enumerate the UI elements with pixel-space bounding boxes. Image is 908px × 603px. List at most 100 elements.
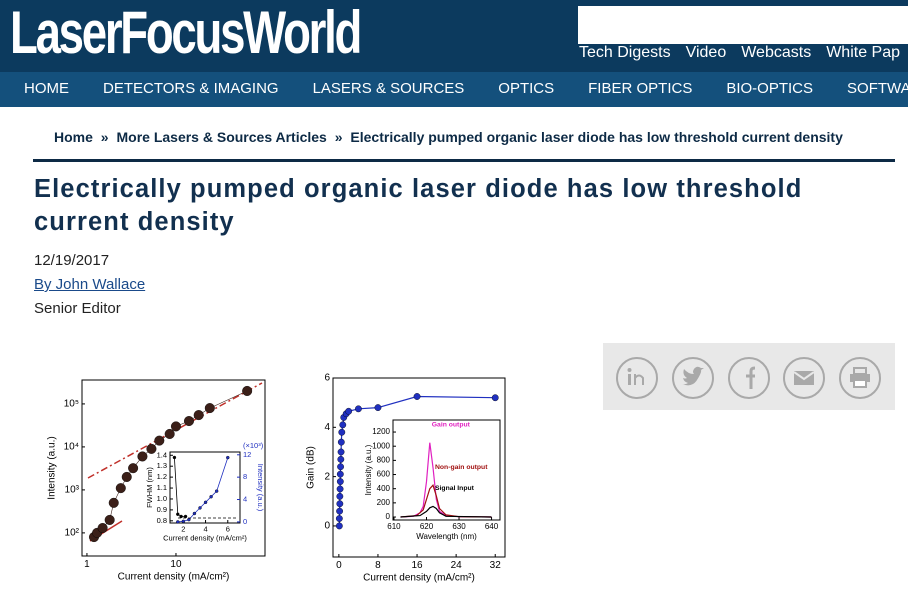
y-tick-label: 1200 — [372, 427, 390, 436]
y-tick-label: 4 — [324, 422, 330, 433]
y-tick-label: 0 — [386, 512, 391, 521]
data-point — [337, 438, 345, 446]
y2-multiplier: (×10³) — [243, 441, 264, 450]
y-tick-label: 1.4 — [157, 450, 167, 459]
y-tick-label: 1.0 — [157, 494, 167, 503]
data-point — [337, 455, 345, 463]
data-point — [183, 514, 188, 519]
y-axis-label: Intensity (a.u.) — [47, 436, 58, 499]
article-title: Electrically pumped organic laser diode … — [34, 175, 803, 236]
article-date: 12/19/2017 — [34, 252, 110, 269]
x-tick-label: 10 — [170, 559, 182, 570]
data-point — [154, 435, 165, 446]
data-point — [335, 515, 343, 522]
top-link[interactable]: Tech Digests — [579, 44, 671, 61]
share-linkedin[interactable] — [616, 357, 658, 399]
y2-axis-label: Intensity (a.u.) — [256, 464, 265, 512]
breadcrumb-separator: » — [334, 129, 343, 145]
x-tick-label: 16 — [411, 560, 423, 571]
x-tick-label: 24 — [451, 560, 463, 571]
nav-item[interactable]: BIO-OPTICS — [726, 80, 814, 97]
nav-item[interactable]: HOME — [24, 80, 69, 97]
y2-tick-label: 0 — [243, 517, 247, 526]
y-tick-label: 0 — [324, 521, 330, 532]
share-email[interactable] — [783, 357, 825, 399]
y-tick-label: 10⁵ — [64, 399, 79, 410]
y2-tick-label: 12 — [243, 450, 251, 459]
data-point — [176, 512, 180, 516]
y-tick-label: 6 — [324, 373, 330, 384]
y-tick-label: 10³ — [65, 485, 80, 496]
breadcrumb-link[interactable]: More Lasers & Sources Articles — [116, 129, 327, 145]
x-tick-label: 640 — [485, 522, 499, 531]
series-line — [174, 457, 186, 517]
y-tick-label: 800 — [377, 455, 391, 464]
data-point — [336, 485, 344, 493]
data-point — [176, 520, 180, 524]
data-point — [181, 519, 186, 524]
share-facebook[interactable] — [728, 357, 770, 399]
top-link[interactable]: Webcasts — [741, 44, 812, 61]
data-point — [193, 410, 204, 421]
data-point — [115, 483, 126, 494]
x-axis-label: Current density (mA/cm²) — [163, 534, 247, 543]
y-tick-label: 400 — [377, 484, 391, 493]
data-point — [413, 393, 421, 400]
x-tick-label: 1 — [84, 559, 90, 570]
x-tick-label: 32 — [490, 560, 502, 571]
y-tick-label: 0.8 — [157, 516, 167, 525]
breadcrumb-current: Electrically pumped organic laser diode … — [350, 129, 843, 145]
y-tick-label: 10⁴ — [64, 442, 79, 453]
y-tick-label: 0.9 — [157, 505, 167, 514]
x-tick-label: 8 — [375, 560, 381, 571]
data-point — [338, 428, 346, 436]
fit-line — [87, 382, 263, 479]
series-label: Gain output — [432, 421, 471, 428]
data-point — [337, 463, 344, 471]
x-tick-label: 630 — [452, 522, 466, 531]
data-point — [198, 506, 202, 510]
data-point — [146, 443, 157, 454]
y-axis-label: Intensity (a.u.) — [364, 444, 373, 495]
top-link[interactable]: Video — [685, 44, 727, 61]
data-point — [226, 455, 230, 460]
y-tick-label: 1000 — [372, 441, 390, 450]
breadcrumb-separator: » — [100, 129, 109, 145]
nav-item[interactable]: OPTICS — [498, 80, 555, 97]
plot-frame — [169, 451, 241, 524]
nav-item[interactable]: SOFTWARE & — [847, 80, 908, 97]
data-point — [204, 403, 215, 414]
data-point — [128, 463, 139, 474]
y-tick-label: 1.3 — [157, 461, 167, 470]
data-point — [187, 517, 191, 522]
series-line — [400, 505, 492, 518]
data-point — [335, 522, 343, 530]
data-point — [137, 451, 148, 462]
data-point — [355, 405, 362, 413]
top-link[interactable]: White Pap — [826, 44, 900, 61]
nav-item[interactable]: LASERS & SOURCES — [312, 80, 465, 97]
title-rule — [33, 159, 895, 162]
share-twitter[interactable] — [672, 357, 714, 399]
search-box[interactable] — [578, 6, 908, 44]
data-point — [170, 421, 181, 432]
author-role: Senior Editor — [34, 300, 121, 317]
share-print[interactable] — [839, 357, 881, 399]
nav-list: HOME DETECTORS & IMAGING LASERS & SOURCE… — [24, 80, 908, 97]
breadcrumb-link[interactable]: Home — [54, 129, 93, 145]
nav-item[interactable]: FIBER OPTICS — [588, 80, 693, 97]
logo[interactable]: LaserFocusWorld — [10, 0, 362, 66]
data-point — [345, 407, 353, 415]
y-tick-label: 2 — [324, 471, 330, 482]
data-point — [172, 455, 177, 460]
article-author[interactable]: By John Wallace — [34, 276, 146, 293]
plot-frame — [392, 419, 501, 521]
data-point — [164, 428, 175, 439]
data-point — [209, 495, 213, 499]
data-point — [374, 404, 382, 411]
data-point — [491, 394, 499, 402]
data-point — [192, 511, 197, 516]
nav-item[interactable]: DETECTORS & IMAGING — [103, 80, 279, 97]
y-tick-label: 200 — [377, 498, 391, 507]
